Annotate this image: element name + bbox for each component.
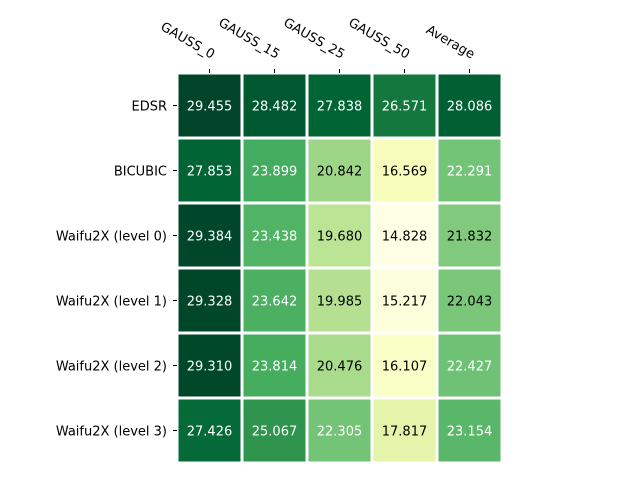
- heatmap-cell: [178, 269, 241, 332]
- heatmap-cell: [178, 204, 241, 267]
- heatmap-cell: [308, 204, 371, 267]
- cell-value-label: 22.043: [447, 295, 493, 310]
- cell-value-label: 19.985: [317, 295, 363, 310]
- cell-value-label: 23.642: [252, 295, 298, 310]
- cell-value-label: 22.291: [447, 165, 493, 180]
- heatmap-cell: [308, 269, 371, 332]
- cell-value-label: 23.814: [252, 360, 298, 375]
- heatmap-cell: [178, 139, 241, 202]
- heatmap-cell: [438, 269, 501, 332]
- row-label: EDSR: [131, 100, 167, 115]
- row-label: Waifu2X (level 1): [56, 295, 167, 310]
- heatmap-cell: [373, 74, 436, 137]
- column-label: GAUSS_50: [346, 15, 412, 62]
- heatmap-cell: [438, 74, 501, 137]
- heatmap-cell: [178, 399, 241, 462]
- cell-value-label: 20.476: [317, 360, 363, 375]
- cell-value-label: 29.328: [187, 295, 233, 310]
- cell-value-label: 16.107: [382, 360, 428, 375]
- cell-value-label: 29.310: [187, 360, 233, 375]
- heatmap-cell: [373, 269, 436, 332]
- cell-value-label: 21.832: [447, 230, 493, 245]
- heatmap-cell: [373, 139, 436, 202]
- column-label: Average: [423, 23, 477, 63]
- heatmap-cell: [243, 139, 306, 202]
- row-label: BICUBIC: [114, 165, 167, 180]
- cell-value-label: 25.067: [252, 425, 298, 440]
- heatmap-cell: [243, 269, 306, 332]
- heatmap-cell: [373, 334, 436, 397]
- cell-value-label: 28.086: [447, 100, 493, 115]
- cell-value-label: 27.853: [187, 165, 233, 180]
- cell-value-label: 16.569: [382, 165, 428, 180]
- cell-value-label: 22.427: [447, 360, 493, 375]
- heatmap-cell: [308, 334, 371, 397]
- heatmap-cell: [178, 334, 241, 397]
- heatmap-cell: [243, 334, 306, 397]
- cell-value-label: 15.217: [382, 295, 428, 310]
- cell-value-label: 19.680: [317, 230, 363, 245]
- heatmap-cell: [438, 204, 501, 267]
- heatmap-cell: [438, 399, 501, 462]
- cell-value-label: 28.482: [252, 100, 298, 115]
- heatmap-cell: [308, 399, 371, 462]
- cell-value-label: 29.455: [187, 100, 233, 115]
- cell-value-label: 17.817: [382, 425, 428, 440]
- heatmap-cell: [438, 139, 501, 202]
- heatmap-cell: [438, 334, 501, 397]
- cell-value-label: 23.154: [447, 425, 493, 440]
- heatmap-cell: [243, 399, 306, 462]
- row-label: Waifu2X (level 3): [56, 425, 167, 440]
- cell-value-label: 23.899: [252, 165, 298, 180]
- heatmap-cell: [178, 74, 241, 137]
- heatmap-cell: [243, 204, 306, 267]
- cell-value-label: 22.305: [317, 425, 363, 440]
- cell-value-label: 14.828: [382, 230, 428, 245]
- column-label: GAUSS_25: [281, 15, 347, 62]
- cell-value-label: 20.842: [317, 165, 363, 180]
- column-label: GAUSS_15: [216, 15, 282, 62]
- cell-value-label: 26.571: [382, 100, 428, 115]
- cell-value-label: 23.438: [252, 230, 298, 245]
- heatmap-cell: [373, 399, 436, 462]
- heatmap-cell: [308, 139, 371, 202]
- heatmap-cell: [243, 74, 306, 137]
- cell-value-label: 27.426: [187, 425, 233, 440]
- row-label: Waifu2X (level 0): [56, 230, 167, 245]
- row-label: Waifu2X (level 2): [56, 360, 167, 375]
- heatmap-cell: [373, 204, 436, 267]
- cell-value-label: 27.838: [317, 100, 363, 115]
- heatmap-cell: [308, 74, 371, 137]
- cell-value-label: 29.384: [187, 230, 233, 245]
- column-label: GAUSS_0: [158, 20, 217, 63]
